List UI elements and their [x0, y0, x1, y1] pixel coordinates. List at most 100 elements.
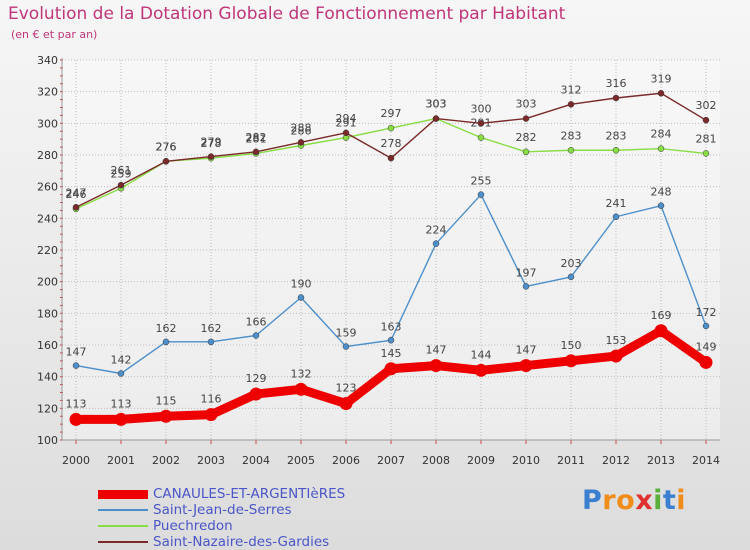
data-label: 282: [246, 131, 267, 144]
data-label: 279: [201, 136, 222, 149]
data-label: 300: [471, 102, 492, 115]
data-label: 123: [336, 382, 357, 395]
data-point: [477, 191, 485, 198]
legend-swatch: [98, 509, 148, 511]
data-point: [387, 154, 395, 162]
data-label: 147: [66, 346, 87, 359]
x-tick-label: 2001: [107, 454, 135, 467]
data-point: [522, 283, 530, 290]
data-label: 294: [336, 112, 357, 125]
data-label: 284: [651, 128, 672, 141]
logo-letter: i: [653, 485, 663, 516]
x-tick-label: 2002: [152, 454, 180, 467]
x-tick-label: 2009: [467, 454, 495, 467]
data-point: [522, 115, 530, 122]
data-label: 190: [291, 278, 312, 291]
data-point: [519, 359, 533, 373]
data-label: 144: [471, 348, 492, 361]
data-label: 116: [201, 393, 222, 406]
data-label: 278: [201, 137, 222, 150]
legend-item: Saint-Jean-de-Serres: [98, 502, 345, 518]
data-label: 286: [291, 125, 312, 138]
legend-swatch: [98, 489, 148, 499]
data-point: [702, 116, 710, 124]
y-tick-label: 180: [37, 307, 58, 320]
data-point: [204, 408, 218, 422]
data-label: 288: [291, 121, 312, 134]
y-tick-label: 320: [37, 86, 58, 99]
data-label: 283: [606, 129, 627, 142]
data-label: 303: [426, 98, 447, 111]
data-point: [117, 370, 125, 377]
data-point: [252, 332, 260, 339]
x-tick-label: 2000: [62, 454, 90, 467]
proxiti-logo: Proxiti: [582, 485, 686, 516]
x-tick-label: 2004: [242, 454, 270, 467]
data-label: 153: [606, 334, 627, 347]
x-tick-label: 2011: [557, 454, 585, 467]
data-label: 276: [156, 140, 177, 153]
data-label: 172: [696, 306, 717, 319]
y-tick-label: 200: [37, 276, 58, 289]
legend-item: CANAULES-ET-ARGENTIèRES: [98, 486, 345, 502]
data-point: [609, 349, 623, 363]
data-point: [612, 213, 620, 220]
data-label: 281: [696, 132, 717, 145]
x-tick-label: 2008: [422, 454, 450, 467]
legend-label: Saint-Jean-de-Serres: [153, 502, 292, 518]
data-point: [702, 150, 710, 157]
data-point: [657, 90, 665, 97]
data-label: 281: [246, 132, 267, 145]
data-point: [384, 362, 398, 376]
x-tick-label: 2005: [287, 454, 315, 467]
logo-letter: o: [616, 485, 636, 516]
legend-item: Puechredon: [98, 518, 345, 534]
data-label: 261: [111, 164, 132, 177]
data-point: [207, 338, 215, 346]
data-point: [162, 158, 170, 165]
data-label: 113: [111, 397, 132, 410]
logo-letter: i: [676, 485, 687, 516]
x-tick-label: 2014: [692, 454, 720, 467]
data-label: 150: [561, 339, 582, 352]
legend: CANAULES-ET-ARGENTIèRES Saint-Jean-de-Ser…: [98, 486, 345, 550]
data-label: 297: [381, 107, 402, 120]
data-point: [432, 240, 440, 247]
x-tick-label: 2003: [197, 454, 225, 467]
data-point: [564, 354, 578, 368]
logo-letter: x: [635, 485, 654, 516]
data-point: [252, 148, 260, 156]
y-tick-label: 240: [37, 212, 58, 225]
data-point: [657, 202, 665, 209]
data-point: [612, 94, 620, 102]
data-point: [159, 409, 173, 423]
data-point: [339, 397, 353, 411]
y-tick-label: 300: [37, 117, 58, 130]
data-label: 312: [561, 83, 582, 96]
data-label: 159: [336, 327, 357, 340]
data-point: [474, 363, 488, 377]
y-tick-label: 160: [37, 339, 58, 352]
data-point: [567, 147, 575, 154]
legend-swatch: [98, 525, 148, 527]
data-point: [567, 273, 575, 281]
data-label: 132: [291, 367, 312, 380]
data-label: 303: [516, 98, 537, 111]
data-point: [342, 343, 350, 350]
data-point: [249, 387, 263, 401]
data-point: [72, 204, 80, 211]
data-point: [297, 294, 305, 301]
data-point: [297, 139, 305, 146]
data-label: 149: [696, 340, 717, 353]
data-point: [702, 322, 710, 330]
logo-letter: P: [582, 485, 603, 516]
data-label: 115: [156, 394, 177, 407]
data-point: [72, 362, 80, 369]
data-point: [477, 120, 485, 127]
y-tick-label: 260: [37, 181, 58, 194]
data-label: 283: [561, 129, 582, 142]
data-point: [477, 134, 485, 141]
data-point: [567, 101, 575, 108]
data-label: 145: [381, 347, 402, 360]
data-point: [114, 412, 128, 426]
